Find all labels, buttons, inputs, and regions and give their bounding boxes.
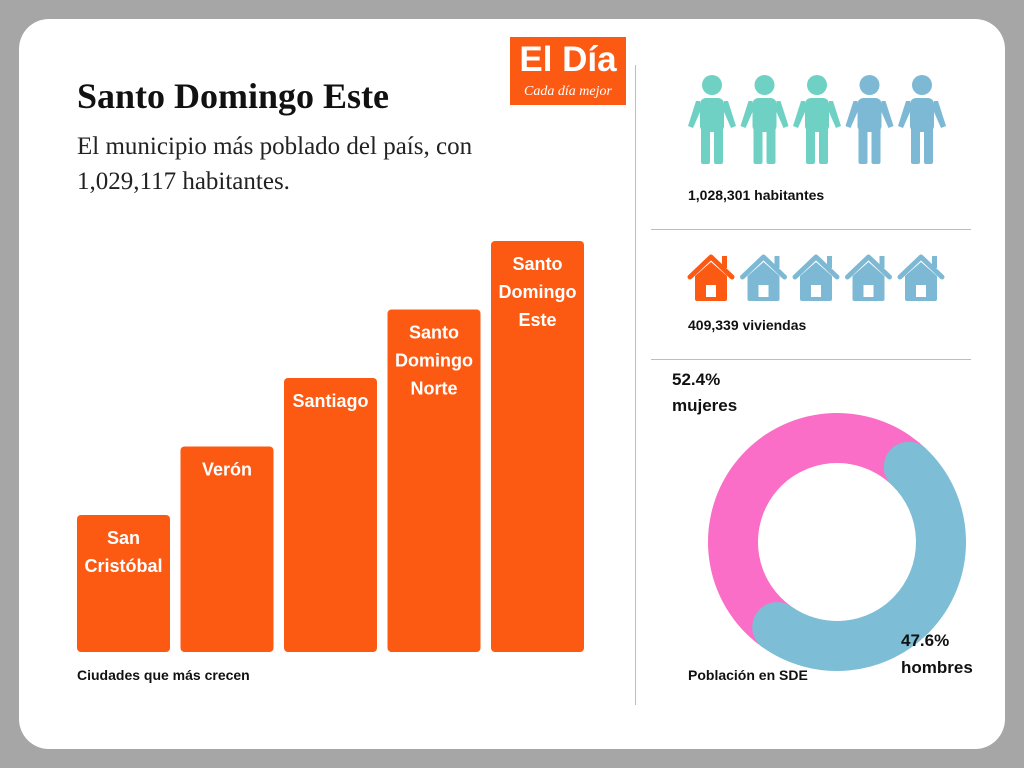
bar-label: Santo Domingo Norte xyxy=(395,323,473,399)
population-stat: 1,028,301 habitantes xyxy=(688,187,825,203)
bar-label-line: Cristóbal xyxy=(84,556,162,576)
bar xyxy=(77,515,170,652)
growth-bar-chart: San Cristóbal Verón Santiago Santo Domingo Nor… xyxy=(77,241,584,652)
house-icon xyxy=(792,254,840,301)
house-icon xyxy=(897,254,945,301)
women-word: mujeres xyxy=(672,396,738,415)
bar-label: Santiago xyxy=(292,391,368,411)
infographic-card: Santo Domingo Este El municipio más pobl… xyxy=(19,19,1005,749)
house-icon xyxy=(845,254,892,301)
person-icon xyxy=(845,75,894,164)
person-icon xyxy=(898,75,946,164)
men-percent: 47.6% xyxy=(901,631,950,650)
bar xyxy=(284,378,377,652)
house-icon xyxy=(740,254,787,301)
page-title: Santo Domingo Este xyxy=(77,76,390,116)
bar-label: Santo Domingo Este xyxy=(499,254,577,330)
donut-slice-men xyxy=(708,413,966,672)
bar-chart-title: Ciudades que más crecen xyxy=(77,667,250,683)
bar xyxy=(491,241,584,652)
person-icon xyxy=(793,75,841,164)
donut-chart-title: Población en SDE xyxy=(688,667,808,683)
logo-wordmark: El Día xyxy=(519,40,617,79)
bar-label-line: Verón xyxy=(202,460,252,480)
women-label: 52.4% mujeres xyxy=(672,367,737,419)
gender-donut-chart xyxy=(708,413,966,672)
bar-label-line: San xyxy=(107,528,140,548)
horizontal-divider xyxy=(651,359,971,360)
bar-label: Verón xyxy=(202,460,252,480)
men-label: 47.6% hombres xyxy=(901,627,973,681)
horizontal-divider xyxy=(651,229,971,230)
bar-label-line: Este xyxy=(518,310,556,330)
vertical-divider xyxy=(635,65,636,705)
bar xyxy=(180,446,274,652)
people-icons xyxy=(688,75,946,164)
bar xyxy=(387,309,481,652)
bar-label-line: Domingo xyxy=(395,351,473,371)
men-word: hombres xyxy=(901,658,973,677)
bar-label-line: Santo xyxy=(409,323,459,343)
women-percent: 52.4% xyxy=(672,370,721,389)
person-icon xyxy=(740,75,789,164)
bar-label-line: Santiago xyxy=(292,391,368,411)
bar-label-line: Santo xyxy=(512,254,562,274)
logo-tagline: Cada día mejor xyxy=(524,84,612,99)
bar-label-line: Norte xyxy=(410,379,457,399)
bar-label-line: Domingo xyxy=(499,282,577,302)
el-dia-logo: El Día Cada día mejor xyxy=(510,37,626,105)
person-icon xyxy=(688,75,736,164)
page-subtitle: El municipio más poblado del país, con 1… xyxy=(77,133,473,195)
house-icons xyxy=(687,254,945,301)
bar-label: San Cristóbal xyxy=(84,528,162,576)
housing-stat: 409,339 viviendas xyxy=(688,317,807,333)
house-icon xyxy=(687,254,735,301)
